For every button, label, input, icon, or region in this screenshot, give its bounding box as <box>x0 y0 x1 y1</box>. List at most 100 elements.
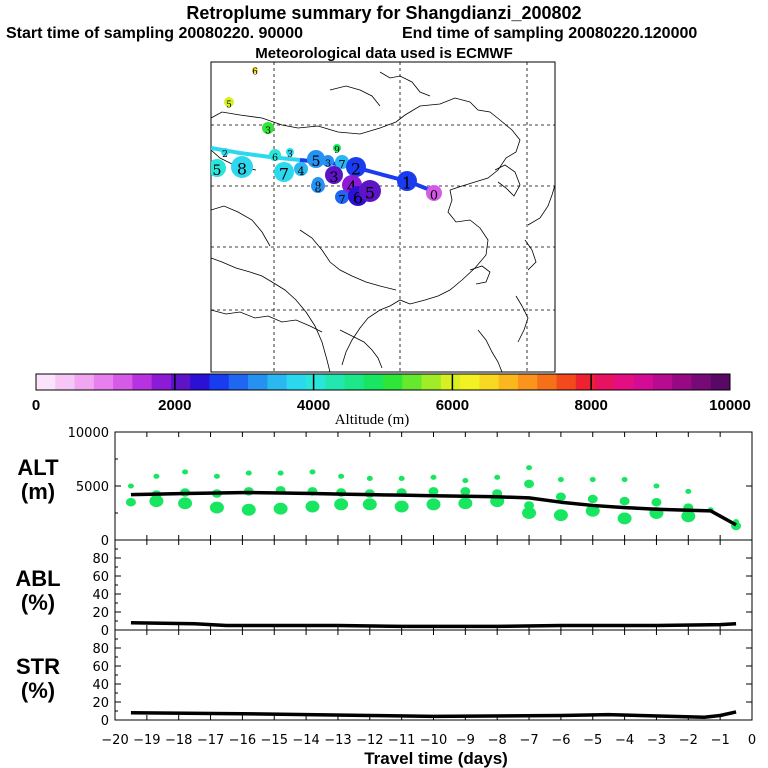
colorbar-swatch <box>170 374 191 390</box>
trajectory-marker: 8 <box>231 156 253 179</box>
x-tick-label: −16 <box>229 733 256 748</box>
trajectory-marker-label: 0 <box>430 189 438 204</box>
map-coastline <box>211 205 271 247</box>
altitude-scatter-point <box>241 503 256 516</box>
altitude-scatter-point <box>153 473 160 479</box>
trajectory-marker-label: 3 <box>265 126 271 137</box>
x-tick-label: −3 <box>647 733 666 748</box>
colorbar-swatch <box>537 374 557 390</box>
colorbar-swatch <box>267 374 288 390</box>
map-coastline <box>527 184 555 226</box>
altitude-scatter-point <box>526 465 533 471</box>
start-time-text: Start time of sampling 20080220. 90000 <box>6 25 304 42</box>
map-coastline <box>477 329 503 372</box>
colorbar-swatch <box>652 374 673 390</box>
colorbar-swatch <box>498 374 519 390</box>
altitude-scatter-point <box>149 495 164 508</box>
altitude-scatter-point <box>460 487 471 496</box>
end-time-text: End time of sampling 20080220.120000 <box>402 25 698 42</box>
altitude-scatter-point <box>213 473 220 479</box>
trajectory-marker-label: 9 <box>334 146 340 156</box>
panel-frame <box>114 539 753 631</box>
trajectory-marker: 3 <box>322 155 334 170</box>
x-axis: −20 −19 −18 −17 −16 −15 −14 −13 −12 −11 −10 −9 −8 −7−… <box>101 733 756 768</box>
trajectory-marker: 3 <box>286 148 294 160</box>
trajectory-marker-label: 3 <box>329 170 338 186</box>
panel-label-line: (%) <box>21 678 55 703</box>
altitude-scatter-point <box>277 470 284 476</box>
trajectory-marker-dot <box>397 171 417 191</box>
panel-label-str: STR(%) <box>16 654 60 703</box>
trajectory-marker-label: 4 <box>347 178 357 197</box>
panel-label-line: STR <box>16 654 60 679</box>
altitude-scatter-point <box>555 492 566 502</box>
altitude-scatter-point <box>182 469 189 475</box>
trajectory-marker: 3 <box>262 122 274 137</box>
x-tick-label: −6 <box>551 733 570 748</box>
trajectory-marker: 6 <box>252 67 258 77</box>
x-tick-label: −13 <box>324 733 351 748</box>
altitude-scatter-point <box>557 476 564 483</box>
colorbar-swatch <box>228 374 249 390</box>
trajectory-marker: 7 <box>335 155 349 171</box>
y-tick-label: 20 <box>92 606 109 621</box>
trajectory-marker-dot <box>322 155 334 167</box>
trajectory-marker-label: 5 <box>311 154 320 170</box>
trajectory-marker-dot <box>269 149 281 161</box>
altitude-scatter-point <box>524 479 535 489</box>
y-tick-label: 0 <box>101 534 109 549</box>
colorbar-swatch <box>209 374 230 390</box>
colorbar-swatch <box>74 374 95 390</box>
map-coastline <box>494 164 521 197</box>
x-tick-label: −4 <box>615 733 634 748</box>
trajectory-marker-dot <box>346 157 366 177</box>
trajectory-marker-dot <box>286 148 294 156</box>
colorbar-swatch <box>402 374 423 390</box>
altitude-scatter-point <box>178 497 193 510</box>
altitude-scatter-point <box>362 498 377 511</box>
y-tick-label: 0 <box>101 714 109 729</box>
altitude-scatter-point <box>589 476 596 483</box>
altitude-scatter-point <box>426 498 441 511</box>
colorbar-frame <box>35 373 731 391</box>
trajectory-marker: 3 <box>325 166 343 186</box>
trajectory-marker: 9 <box>333 144 341 156</box>
trajectory-marker-dot <box>335 190 349 204</box>
colorbar-swatch <box>710 374 731 390</box>
trajectory-marker: 5 <box>359 180 381 203</box>
map-coastline <box>299 229 397 291</box>
series-line-alt <box>130 490 737 527</box>
series-line-abl <box>130 621 737 629</box>
trajectory-marker-dot <box>426 185 442 201</box>
panel-abl: 0 20 40 60 80 <box>92 539 753 639</box>
panel-label-line: ABL <box>15 566 60 591</box>
map-coastline <box>379 71 431 97</box>
x-tick-label: −12 <box>356 733 383 748</box>
trajectory-marker-dot <box>294 162 308 176</box>
panel-alt: 0 5000 10000 <box>68 426 753 549</box>
trajectory-marker-label: 6 <box>353 189 363 208</box>
altitude-scatter-point <box>462 478 469 484</box>
map-area: 653925863745372839476510 <box>211 62 555 372</box>
trajectory-marker-dot <box>262 122 274 134</box>
panel-frame <box>114 629 753 721</box>
colorbar-swatch <box>55 374 76 390</box>
colorbar-swatch <box>36 374 56 390</box>
altitude-scatter-point <box>273 502 288 515</box>
trajectory-marker-dot <box>359 180 381 202</box>
colorbar-swatch <box>691 374 712 390</box>
y-tick-label: 20 <box>92 696 109 711</box>
series-line-str <box>130 710 737 720</box>
altitude-scatter-point <box>494 474 501 480</box>
trajectory-marker: 2 <box>346 157 366 179</box>
trajectory-marker-dot <box>333 144 341 152</box>
altitude-scatter-point <box>209 501 224 514</box>
colorbar-swatch <box>614 374 635 390</box>
map-coastline <box>515 295 529 343</box>
altitude-scatter-point <box>245 470 252 476</box>
map-coastline <box>339 329 383 369</box>
trajectory-marker-dot <box>231 156 253 178</box>
altitude-scatter-point <box>458 497 473 510</box>
altitude-scatter-point <box>619 496 630 506</box>
